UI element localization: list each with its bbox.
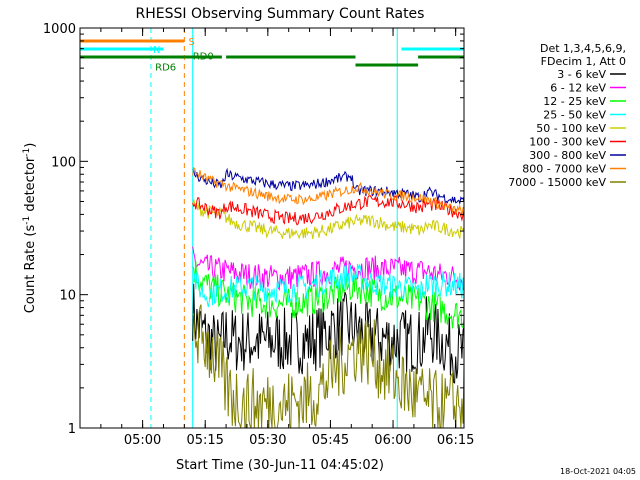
legend-label: 12 - 25 keV (543, 95, 606, 108)
legend: Det 1,3,4,5,6,9,FDecim 1, Att 03 - 6 keV… (508, 42, 626, 189)
flag-label: RD0 (193, 51, 214, 62)
chart-title: RHESSI Observing Summary Count Rates (136, 6, 425, 22)
legend-label: 3 - 6 keV (557, 68, 606, 81)
legend-label: 800 - 7000 keV (522, 163, 606, 176)
legend-header: FDecim 1, Att 0 (541, 55, 626, 68)
series-line (192, 199, 465, 240)
legend-label: 7000 - 15000 keV (508, 176, 606, 189)
y-tick-label: 1000 (43, 22, 76, 37)
y-tick-label: 10 (59, 289, 76, 304)
flag-label: RD6 (155, 63, 176, 74)
series-line (192, 304, 465, 429)
flag-layer: S N RD0 RD6 (80, 37, 464, 74)
x-tick-label: 05:00 (124, 433, 161, 448)
x-tick-label: 05:15 (186, 433, 223, 448)
x-tick-label: 06:00 (374, 433, 411, 448)
x-tick-label: 05:45 (312, 433, 349, 448)
y-tick-label: 100 (51, 155, 76, 170)
plot-frame (79, 27, 465, 429)
legend-label: 25 - 50 keV (543, 109, 606, 122)
series-line (192, 283, 465, 384)
flag-label: N (153, 45, 160, 56)
series-line (192, 263, 465, 308)
axis-layer: 1 10 100 1000 05:00 05:15 05:30 05:45 06:00 06:15 (43, 22, 474, 448)
series-line (192, 166, 465, 217)
legend-label: 300 - 800 keV (529, 149, 606, 162)
legend-label: 100 - 300 keV (529, 136, 606, 149)
x-tick-label: 05:30 (249, 433, 286, 448)
legend-header: Det 1,3,4,5,6,9, (540, 42, 626, 55)
y-tick-label: 1 (68, 422, 76, 437)
series-line (192, 195, 465, 226)
timestamp: 18-Oct-2021 04:05 (560, 467, 636, 476)
x-axis-label: Start Time (30-Jun-11 04:45:02) (176, 458, 384, 473)
flag-label: S (189, 37, 195, 48)
series-line (192, 261, 465, 329)
legend-label: 6 - 12 keV (550, 82, 606, 95)
legend-label: 50 - 100 keV (536, 122, 606, 135)
y-axis-label: Count Rate (s-1 detector-1) (22, 143, 38, 314)
series-layer (192, 166, 465, 429)
x-tick-label: 06:15 (437, 433, 474, 448)
